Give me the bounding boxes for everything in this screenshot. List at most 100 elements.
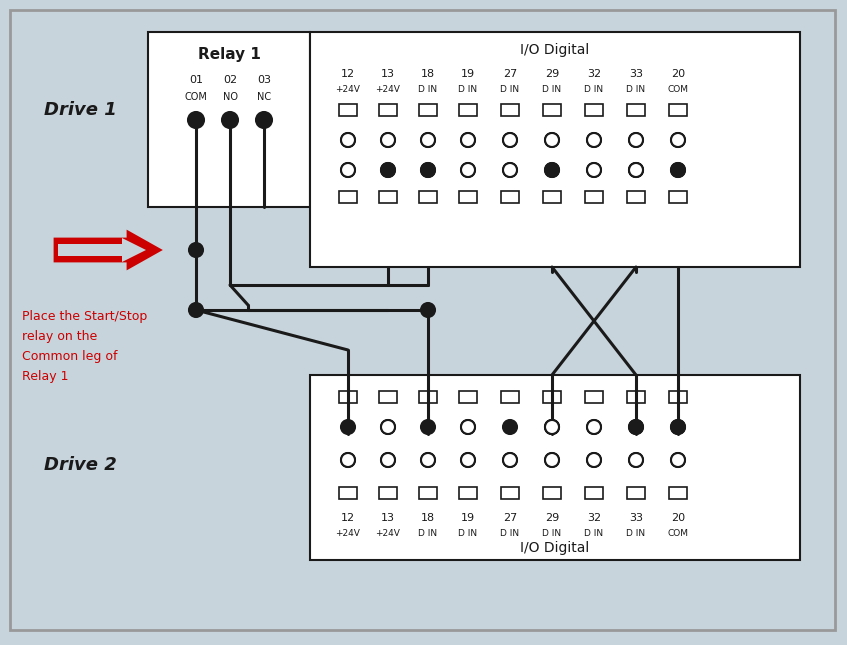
Text: 13: 13 [381, 69, 395, 79]
Text: +24V: +24V [335, 530, 361, 539]
Bar [627, 391, 645, 403]
Text: D IN: D IN [542, 86, 562, 95]
Bar [419, 104, 437, 116]
Circle shape [381, 133, 395, 147]
Circle shape [461, 133, 475, 147]
Circle shape [341, 163, 355, 177]
Circle shape [421, 453, 435, 467]
Text: NO: NO [223, 92, 237, 102]
Circle shape [461, 453, 475, 467]
Text: 33: 33 [629, 69, 643, 79]
Circle shape [671, 420, 685, 434]
Text: 27: 27 [503, 513, 518, 523]
Circle shape [587, 453, 601, 467]
Circle shape [545, 453, 559, 467]
Bar [501, 104, 519, 116]
Circle shape [545, 420, 559, 434]
Text: D IN: D IN [418, 530, 438, 539]
Circle shape [381, 420, 395, 434]
Bar [501, 391, 519, 403]
Bar [585, 391, 603, 403]
Bar [669, 391, 687, 403]
Circle shape [629, 163, 643, 177]
Circle shape [189, 243, 203, 257]
Circle shape [503, 163, 517, 177]
Text: D IN: D IN [627, 530, 645, 539]
Circle shape [341, 420, 355, 434]
Circle shape [461, 453, 475, 467]
Bar [543, 104, 561, 116]
Circle shape [629, 133, 643, 147]
Text: +24V: +24V [335, 86, 361, 95]
Bar [543, 391, 561, 403]
Text: 01: 01 [189, 75, 203, 85]
Bar [627, 191, 645, 203]
Circle shape [587, 163, 601, 177]
Circle shape [341, 453, 355, 467]
Text: D IN: D IN [501, 86, 519, 95]
Text: 32: 32 [587, 69, 601, 79]
Circle shape [671, 420, 685, 434]
Text: D IN: D IN [627, 86, 645, 95]
Bar [459, 191, 477, 203]
Circle shape [189, 303, 203, 317]
Bar [339, 391, 357, 403]
Circle shape [545, 163, 559, 177]
Circle shape [545, 163, 559, 177]
Text: +24V: +24V [375, 86, 401, 95]
Bar [310, 375, 800, 560]
Text: D IN: D IN [584, 86, 604, 95]
Text: 19: 19 [461, 513, 475, 523]
Circle shape [503, 133, 517, 147]
Circle shape [587, 133, 601, 147]
Bar [379, 191, 397, 203]
Bar [501, 191, 519, 203]
Text: 19: 19 [461, 69, 475, 79]
Text: D IN: D IN [418, 86, 438, 95]
Circle shape [421, 303, 435, 317]
Text: Relay 1: Relay 1 [197, 46, 260, 61]
Circle shape [671, 133, 685, 147]
Circle shape [421, 163, 435, 177]
Circle shape [503, 453, 517, 467]
Circle shape [341, 453, 355, 467]
Bar [419, 391, 437, 403]
Circle shape [587, 420, 601, 434]
Bar [627, 487, 645, 499]
Bar [339, 191, 357, 203]
Circle shape [545, 453, 559, 467]
Circle shape [421, 133, 435, 147]
Circle shape [587, 453, 601, 467]
Text: D IN: D IN [542, 530, 562, 539]
Circle shape [587, 420, 601, 434]
Bar [459, 391, 477, 403]
Text: 20: 20 [671, 69, 685, 79]
Bar [459, 487, 477, 499]
Text: 20: 20 [671, 513, 685, 523]
Bar [627, 104, 645, 116]
Circle shape [671, 163, 685, 177]
Bar [669, 104, 687, 116]
Circle shape [188, 112, 204, 128]
Circle shape [545, 133, 559, 147]
Circle shape [461, 163, 475, 177]
Circle shape [587, 133, 601, 147]
Text: D IN: D IN [458, 530, 478, 539]
Text: D IN: D IN [584, 530, 604, 539]
FancyArrow shape [58, 238, 146, 262]
Circle shape [381, 453, 395, 467]
Text: 32: 32 [587, 513, 601, 523]
Bar [543, 191, 561, 203]
Text: D IN: D IN [501, 530, 519, 539]
Circle shape [256, 112, 272, 128]
Circle shape [671, 453, 685, 467]
Text: 12: 12 [341, 513, 355, 523]
Circle shape [381, 163, 395, 177]
Circle shape [629, 453, 643, 467]
Text: 02: 02 [223, 75, 237, 85]
Circle shape [503, 420, 517, 434]
Bar [543, 487, 561, 499]
Circle shape [671, 133, 685, 147]
Circle shape [421, 133, 435, 147]
Circle shape [421, 420, 435, 434]
